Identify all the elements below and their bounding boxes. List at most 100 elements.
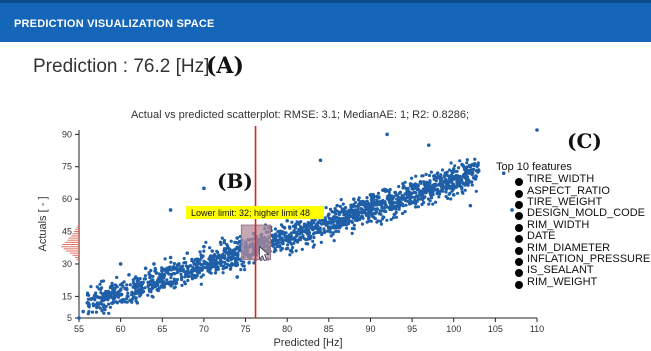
scatter-point	[143, 277, 146, 280]
scatter-point	[436, 171, 439, 174]
scatter-point	[289, 238, 292, 241]
feature-label: DATE	[527, 231, 556, 242]
scatter-point	[320, 241, 323, 244]
scatter-point	[149, 290, 152, 293]
scatter-point	[363, 205, 366, 208]
scatter-point	[335, 204, 339, 208]
scatter-point	[375, 221, 378, 224]
scatter-point	[326, 223, 329, 226]
scatter-point	[187, 274, 190, 277]
scatter-point	[219, 241, 223, 245]
scatter-point	[215, 269, 218, 272]
scatter-point	[202, 255, 205, 258]
scatter-point	[422, 180, 425, 183]
scatter-point	[179, 269, 182, 272]
bullet-icon	[515, 258, 523, 266]
scatter-point	[224, 262, 227, 265]
scatter-point	[176, 278, 179, 281]
scatter-point	[327, 212, 331, 216]
scatter-point	[163, 274, 166, 277]
scatter-point	[104, 308, 107, 311]
scatter-point	[477, 169, 481, 173]
scatter-point	[194, 276, 197, 279]
scatter-point	[294, 223, 298, 227]
scatter-point	[289, 234, 292, 237]
scatter-point	[183, 275, 186, 278]
scatter-point	[381, 189, 384, 192]
scatter-point	[458, 176, 461, 179]
scatter-point	[376, 207, 379, 210]
scatter-point	[438, 184, 441, 187]
scatter-point	[89, 285, 92, 288]
scatter-point	[449, 197, 452, 200]
scatter-point	[340, 217, 343, 220]
scatter-point	[293, 231, 296, 234]
scatter-point	[321, 219, 324, 222]
scatter-point	[427, 182, 431, 186]
x-tick-label: 110	[530, 324, 544, 334]
scatter-point	[210, 249, 214, 253]
scatter-point	[417, 205, 420, 208]
scatter-point	[410, 183, 413, 186]
scatter-point	[143, 286, 146, 289]
scatter-point	[393, 213, 396, 216]
scatter-point	[349, 204, 352, 207]
scatter-point	[335, 219, 338, 222]
scatter-point	[399, 191, 402, 194]
tooltip-text: Lower limit: 32; higher limit 48	[191, 208, 310, 218]
y-tick-label: 5	[67, 313, 72, 323]
feature-label: RIM_WIDTH	[527, 220, 589, 231]
scatter-point	[421, 198, 424, 201]
scatter-point	[169, 256, 173, 260]
scatter-point	[334, 207, 337, 210]
scatter-point	[301, 234, 304, 237]
scatter-point	[105, 305, 108, 308]
scatter-point	[414, 175, 417, 178]
scatter-point	[456, 192, 459, 195]
scatter-point	[355, 216, 358, 219]
scatter-point	[429, 199, 432, 202]
scatter-point	[235, 248, 238, 251]
scatter-point	[475, 175, 478, 178]
scatter-point	[179, 273, 182, 276]
scatter-point	[427, 143, 431, 147]
scatter-point	[170, 268, 173, 271]
scatter-point	[395, 198, 398, 201]
scatter-point	[381, 202, 384, 205]
features-title: Top 10 features	[496, 161, 650, 173]
scatter-point	[435, 176, 439, 180]
scatter-point	[390, 218, 393, 221]
scatter-point	[186, 279, 189, 282]
scatter-point	[348, 213, 351, 216]
scatter-point	[428, 191, 431, 194]
scatter-point	[475, 190, 478, 193]
scatter-point	[216, 251, 219, 254]
scatter-point	[372, 216, 375, 219]
scatter-point	[277, 234, 280, 237]
x-tick-label: 90	[365, 324, 375, 334]
scatter-point	[102, 296, 105, 299]
scatter-point	[285, 238, 288, 241]
scatter-point	[288, 253, 291, 256]
scatter-point	[307, 229, 310, 232]
scatter-point	[405, 192, 408, 195]
scatter-point	[310, 219, 314, 223]
scatter-point	[274, 233, 277, 236]
scatter-point	[405, 196, 408, 199]
scatter-point	[112, 298, 115, 301]
scatter-point	[347, 219, 350, 222]
scatter-point	[373, 202, 376, 205]
scatter-point	[93, 295, 96, 298]
scatter-point	[363, 209, 366, 212]
scatter-point	[409, 192, 412, 195]
scatter-point	[208, 271, 211, 274]
scatter-point	[135, 296, 138, 299]
scatter-point	[312, 232, 315, 235]
scatter-point	[367, 205, 370, 208]
scatter-point	[206, 263, 209, 266]
scatter-plot[interactable]: 55 60 65 70 75 80 85 90 95 100 105 110 5 15 30 45 60 75 90…	[0, 120, 560, 351]
scatter-point	[151, 275, 154, 278]
scatter-point	[471, 183, 474, 186]
scatter-point	[154, 268, 157, 271]
bullet-icon	[515, 281, 523, 289]
